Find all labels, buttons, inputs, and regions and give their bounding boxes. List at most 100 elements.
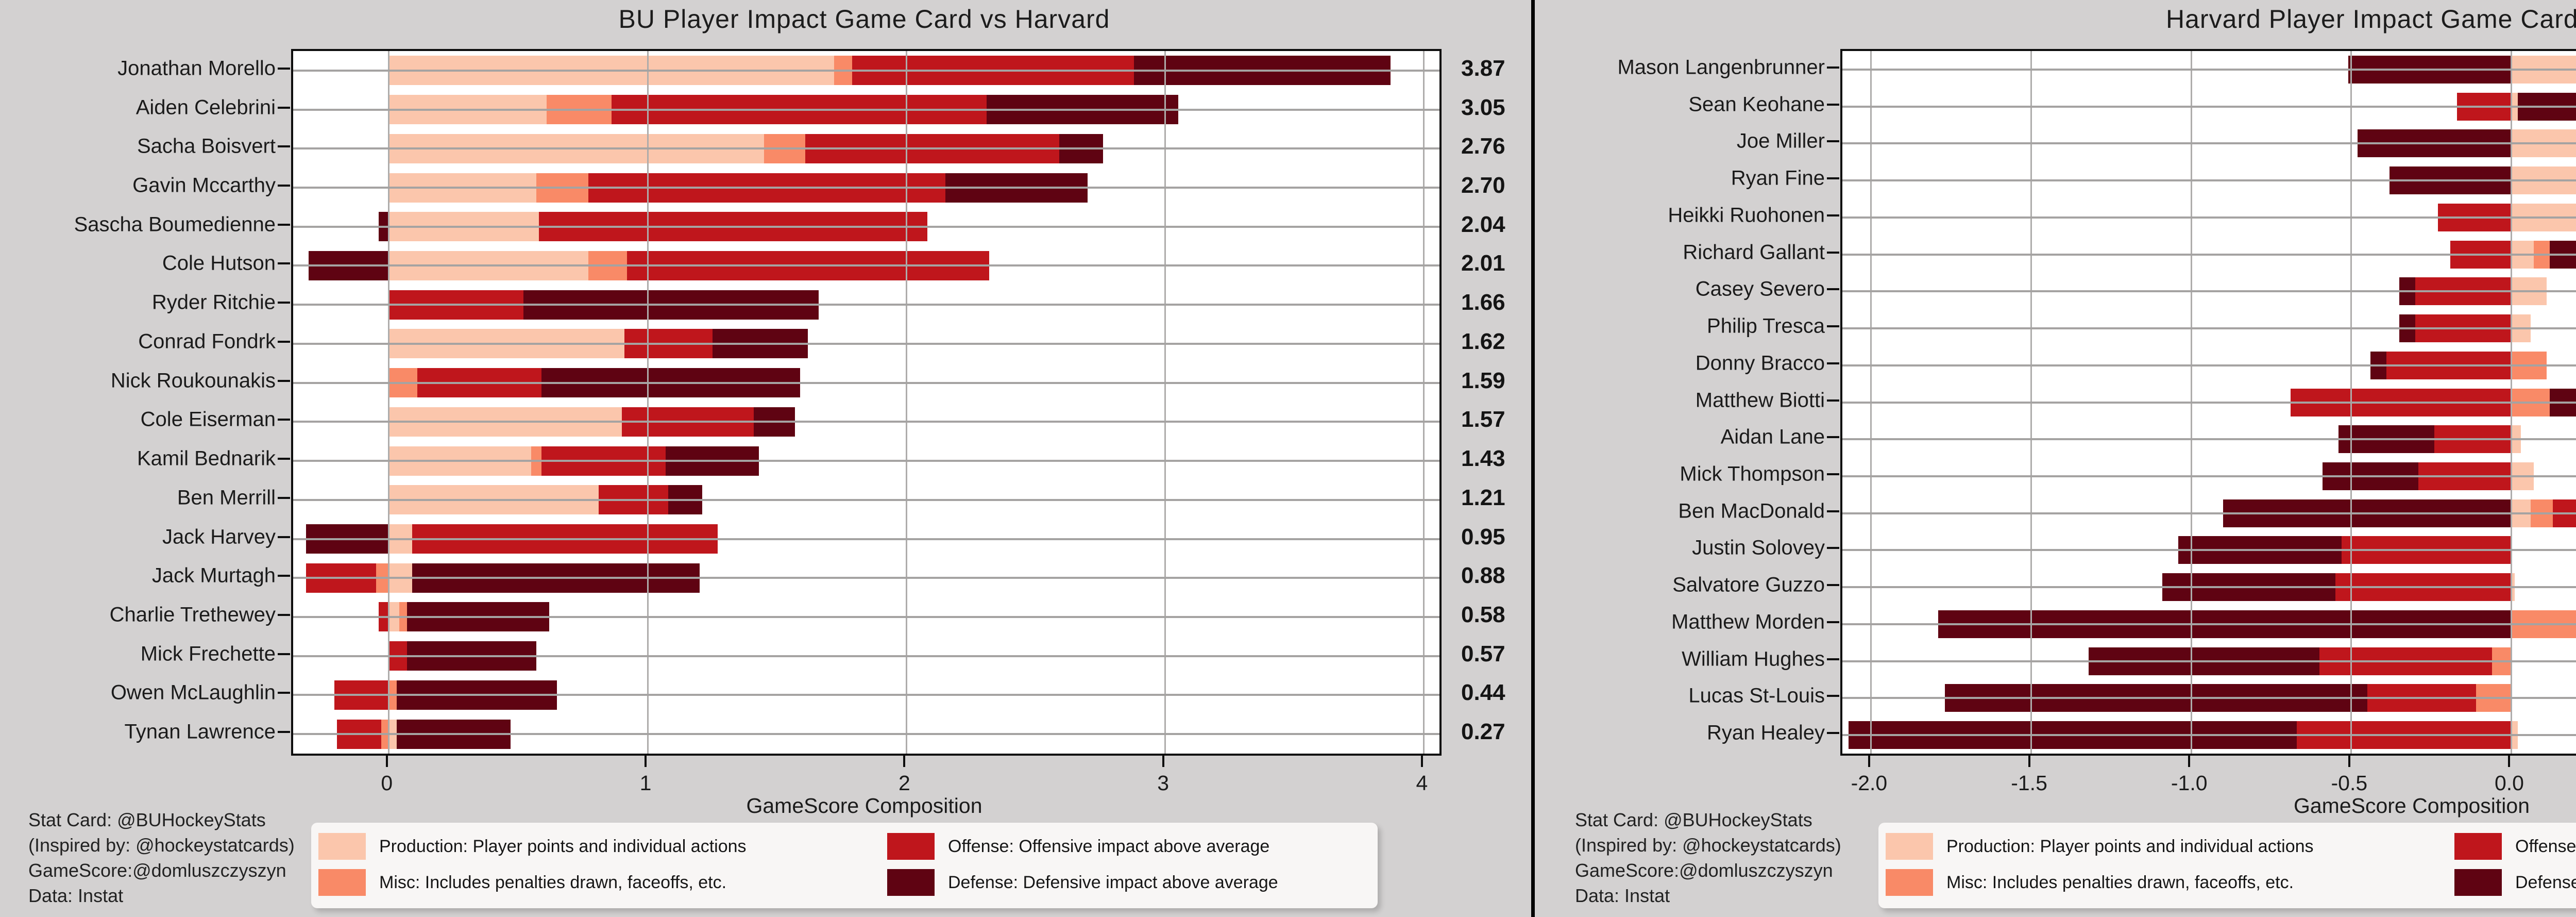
player-label: Mick Thompson (1680, 462, 1825, 486)
player-label: Ryan Fine (1731, 166, 1825, 190)
bar-segment-production (388, 134, 765, 163)
bar-segment-production (388, 407, 622, 437)
footer-line: Data: Instat (28, 885, 124, 906)
grid-line-vertical (1870, 51, 1872, 754)
x-tick (645, 754, 647, 767)
bar-segment-offense (621, 407, 754, 437)
gamescore-total-label: 0.88 (1461, 563, 1505, 589)
player-label: Charlie Trethewey (109, 603, 276, 626)
credits-footer: Stat Card: @BUHockeyStats (Inspired by: … (1575, 807, 1841, 908)
bar-segment-production (2511, 425, 2521, 454)
bar-segment-defense (396, 680, 557, 710)
legend-label: Misc: Includes penalties drawn, faceoffs… (379, 872, 727, 892)
grid-line-horizontal (1842, 475, 2576, 477)
grid-line-horizontal (293, 460, 1439, 462)
bar-segment-offense (417, 368, 542, 398)
bar-segment-defense (2162, 573, 2335, 602)
bar-segment-production (388, 329, 624, 359)
x-tick-label: 1 (639, 771, 652, 795)
legend-item-offense: Offense: Offensive impact above average (2454, 833, 2576, 860)
bar-segment-offense (588, 173, 945, 203)
bar-segment-production (388, 56, 834, 86)
legend-item-misc: Misc: Includes penalties drawn, faceoffs… (1886, 869, 2294, 896)
y-tick (278, 262, 290, 265)
legend-box: Production: Player points and individual… (1878, 823, 2576, 908)
player-label: Sean Keohane (1688, 93, 1825, 116)
legend-label: Production: Player points and individual… (1946, 836, 2314, 856)
grid-line-horizontal (1842, 401, 2576, 404)
bar-segment-offense (539, 212, 927, 242)
footer-line: (Inspired by: @hockeystatcards) (1575, 835, 1841, 856)
grid-line-horizontal (1842, 549, 2576, 552)
x-tick-label: -1.0 (2171, 771, 2208, 795)
y-tick (278, 496, 290, 499)
bar-segment-defense (987, 95, 1178, 125)
x-tick-label: 0.0 (2494, 771, 2524, 795)
gamescore-total-label: 1.59 (1461, 368, 1505, 393)
bar-segment-defense (2358, 129, 2512, 158)
player-label: Joe Miller (1736, 129, 1825, 153)
bar-segment-defense (2550, 240, 2576, 269)
bar-segment-offense (2434, 425, 2512, 454)
player-label: Donny Bracco (1695, 352, 1825, 375)
footer-line: GameScore:@domluszczyszyn (28, 860, 286, 881)
bar-segment-misc (399, 602, 407, 632)
bar-segment-production (388, 602, 399, 632)
production-swatch-icon (1886, 833, 1933, 860)
x-tick (1868, 754, 1870, 767)
y-tick (1827, 621, 1839, 623)
bar-segment-offense (2367, 684, 2477, 712)
grid-line-horizontal (293, 615, 1439, 618)
player-label: Ben MacDonald (1678, 499, 1825, 523)
gamescore-total-label: 1.21 (1461, 485, 1505, 510)
bar-segment-production (388, 563, 413, 593)
bar-segment-misc (381, 719, 389, 749)
legend-label: Defense: Defensive impact above average (2515, 872, 2576, 892)
x-axis-label: GameScore Composition (746, 794, 982, 818)
x-tick (2028, 754, 2030, 767)
y-tick (278, 731, 290, 733)
grid-line-horizontal (1842, 697, 2576, 699)
grid-line-horizontal (1842, 142, 2576, 145)
bar-segment-defense (2517, 92, 2576, 121)
bar-segment-offense (624, 329, 713, 359)
bar-segment-production (388, 251, 588, 280)
player-label: Kamil Bednarik (137, 447, 276, 470)
bar-segment-offense (378, 602, 389, 632)
grid-line-horizontal (1842, 660, 2576, 662)
footer-line: (Inspired by: @hockeystatcards) (28, 835, 295, 856)
bar-segment-defense (945, 173, 1088, 203)
bar-segment-defense (2348, 55, 2512, 84)
grid-line-horizontal (1842, 327, 2576, 330)
gamescore-total-label: 2.01 (1461, 251, 1505, 276)
player-label: Nick Roukounakis (110, 369, 276, 392)
gamescore-total-label: 1.57 (1461, 407, 1505, 432)
bar-segment-misc (2511, 388, 2550, 416)
bar-segment-production (388, 173, 537, 203)
x-tick (385, 754, 388, 767)
bar-segment-production (2511, 499, 2531, 527)
bar-segment-misc (536, 173, 588, 203)
bar-segment-defense (406, 602, 550, 632)
production-swatch-icon (318, 833, 366, 860)
bar-segment-defense (2550, 388, 2576, 416)
y-tick (278, 458, 290, 460)
gamescore-total-label: 3.05 (1461, 94, 1505, 120)
gamescore-total-label: 2.70 (1461, 173, 1505, 198)
bar-segment-offense (598, 485, 669, 515)
footer-line: Stat Card: @BUHockeyStats (1575, 809, 1812, 830)
player-label: Heikki Ruohonen (1668, 204, 1825, 227)
y-tick (1827, 66, 1839, 69)
x-tick-label: 4 (1416, 771, 1428, 795)
bar-segment-offense (2553, 499, 2576, 527)
bar-segment-defense (406, 641, 537, 671)
bar-segment-offense (541, 446, 666, 476)
misc-swatch-icon (318, 869, 366, 896)
grid-line-horizontal (293, 147, 1439, 150)
player-label: Matthew Morden (1671, 610, 1825, 633)
gamescore-total-label: 0.58 (1461, 602, 1505, 627)
grid-line-vertical (1164, 51, 1166, 754)
